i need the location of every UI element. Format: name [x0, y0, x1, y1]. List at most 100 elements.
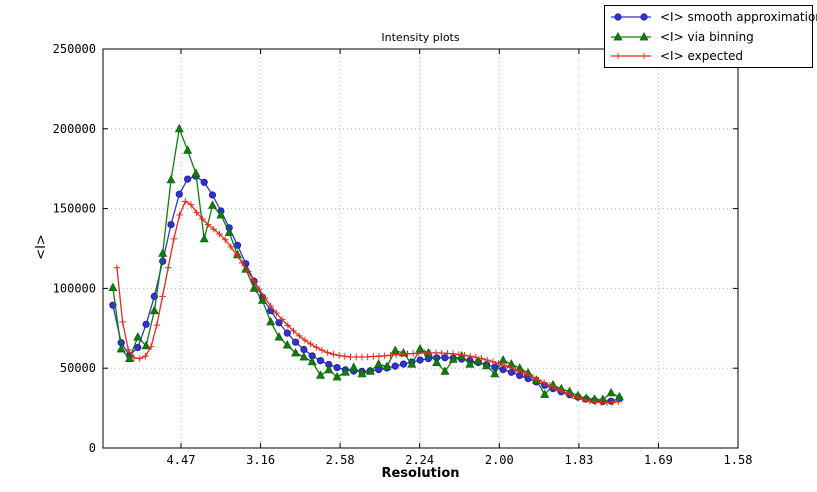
marker-circle: [516, 371, 524, 379]
marker-circle: [159, 257, 167, 265]
marker-circle: [200, 178, 208, 186]
marker-circle: [416, 356, 424, 364]
marker-triangle-up: [199, 233, 209, 243]
y-tick-label: 150000: [53, 202, 96, 216]
legend-label: <I> smooth approximation: [660, 9, 817, 24]
legend-label: <I> via binning: [660, 29, 754, 44]
marker-triangle-up: [432, 357, 442, 366]
legend-sample-marker-circle: [640, 13, 648, 21]
marker-triangle-up: [108, 282, 118, 291]
marker-triangle-up: [440, 366, 450, 375]
marker-triangle-up: [498, 355, 508, 364]
legend-entry-smooth-approximation: <I> smooth approximation: [609, 7, 817, 27]
marker-triangle-up: [374, 359, 384, 368]
marker-circle: [607, 397, 615, 405]
axes-frame: [102, 48, 739, 449]
marker-circle: [291, 338, 300, 346]
marker-triangle-up: [357, 368, 367, 378]
marker-triangle-up: [274, 332, 284, 341]
marker-triangle-up: [382, 361, 392, 370]
y-tick-label: 50000: [60, 361, 96, 375]
y-tick-label: 250000: [53, 42, 96, 56]
y-tick-label: 200000: [53, 122, 96, 136]
marker-triangle-up: [349, 362, 359, 371]
marker-triangle-up: [208, 200, 217, 209]
marker-triangle-up: [490, 368, 500, 378]
marker-triangle-up: [216, 209, 226, 219]
x-tick-label: 1.69: [644, 453, 673, 467]
legend-sample-marker-triangle-up: [639, 31, 649, 40]
marker-triangle-up: [465, 359, 475, 368]
marker-triangle-up: [174, 123, 184, 133]
marker-triangle-up: [332, 371, 342, 381]
marker-triangle-up: [149, 305, 159, 315]
marker-triangle-up: [365, 366, 375, 375]
marker-triangle-up: [282, 340, 292, 349]
marker-triangle-up: [266, 316, 276, 326]
marker-circle: [142, 320, 150, 328]
marker-circle: [175, 190, 183, 198]
marker-circle: [499, 365, 507, 374]
legend-entry-expected: <I> expected: [609, 46, 808, 66]
marker-circle: [283, 329, 291, 337]
marker-circle: [208, 191, 217, 199]
marker-triangle-up: [307, 356, 317, 366]
marker-circle: [441, 354, 449, 362]
marker-triangle-up: [340, 367, 350, 376]
x-axis-title: Resolution: [381, 466, 460, 481]
marker-triangle-up: [415, 343, 425, 353]
marker-triangle-up: [133, 332, 143, 341]
marker-circle: [167, 221, 175, 229]
y-tick-label: 0: [89, 441, 96, 455]
marker-triangle-up: [224, 227, 234, 236]
legend-sample-circle-line: [611, 13, 651, 21]
x-tick-label: 2.58: [326, 453, 355, 467]
marker-triangle-up: [291, 347, 301, 357]
marker-triangle-up: [257, 295, 267, 304]
legend-sample-plus-line: [611, 52, 651, 60]
marker-triangle-up: [166, 174, 176, 184]
legend-label: <I> expected: [660, 49, 744, 64]
legend-sample-marker-circle: [614, 13, 622, 21]
legend-box: <I> smooth approximation <I> via binning…: [604, 5, 817, 68]
marker-triangle-up: [606, 387, 616, 397]
marker-triangle-up: [158, 248, 168, 257]
marker-circle: [275, 319, 283, 327]
legend-sample-triangle-line: [611, 31, 651, 40]
legend-entry-via-binning: <I> via binning: [609, 27, 808, 47]
marker-circle: [184, 175, 192, 183]
legend-sample-marker-plus: [640, 52, 648, 60]
marker-triangle-up: [183, 145, 193, 154]
marker-circle: [391, 362, 399, 370]
chart-title: Intensity plots: [381, 31, 460, 44]
marker-triangle-up: [614, 391, 624, 401]
legend-sample-marker-plus: [614, 52, 622, 60]
y-tick-label: 100000: [53, 281, 96, 295]
x-tick-label: 2.00: [485, 453, 514, 467]
marker-circle: [333, 363, 341, 372]
marker-triangle-up: [390, 345, 400, 354]
marker-triangle-up: [482, 360, 491, 370]
x-tick-label: 3.16: [246, 453, 275, 467]
marker-triangle-up: [191, 168, 201, 177]
legend-sample-marker-triangle-up: [613, 31, 623, 40]
marker-triangle-up: [316, 370, 325, 379]
marker-circle: [134, 343, 142, 352]
series-line-1: [112, 128, 620, 401]
x-tick-label: 4.47: [167, 453, 196, 467]
x-tick-label: 1.83: [564, 453, 593, 467]
x-tick-label: 1.58: [724, 453, 753, 467]
marker-triangle-up: [407, 359, 417, 368]
marker-circle: [316, 357, 325, 365]
marker-circle: [399, 360, 408, 368]
marker-triangle-up: [299, 351, 309, 361]
marker-triangle-up: [448, 354, 458, 363]
marker-triangle-up: [116, 343, 126, 353]
marker-triangle-up: [324, 364, 334, 374]
x-tick-label: 2.24: [405, 453, 434, 467]
marker-triangle-up: [540, 389, 550, 398]
y-axis-title: <I>: [34, 234, 49, 260]
marker-circle: [300, 345, 308, 354]
